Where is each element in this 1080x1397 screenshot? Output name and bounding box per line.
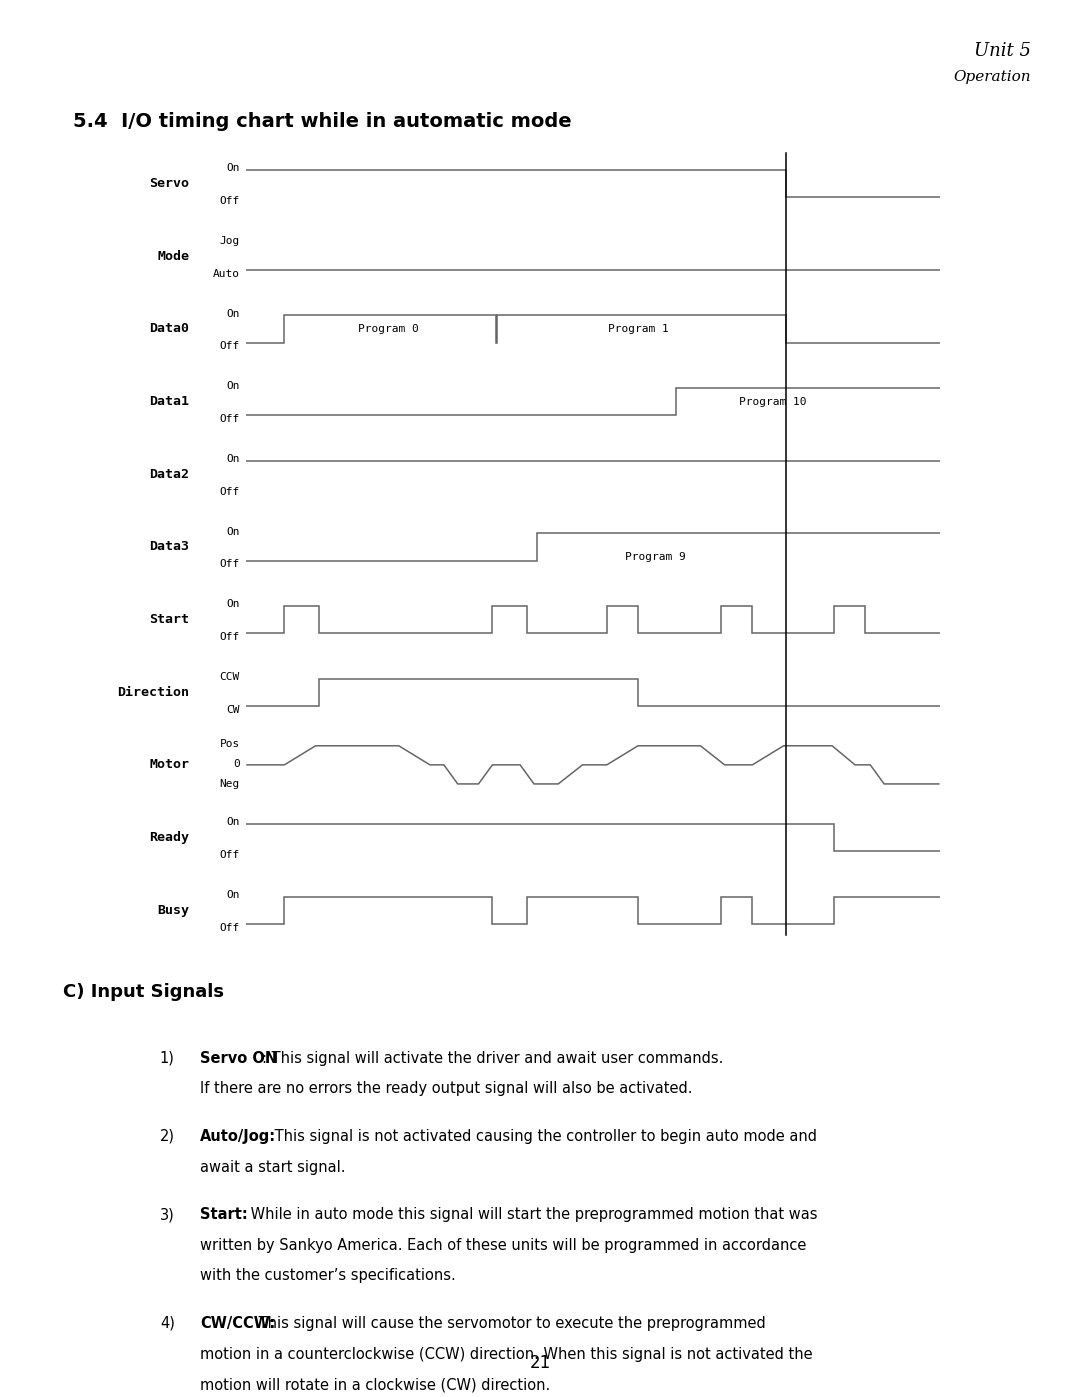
Text: If there are no errors the ready output signal will also be activated.: If there are no errors the ready output … bbox=[200, 1081, 692, 1097]
Text: Program 10: Program 10 bbox=[740, 397, 807, 407]
Text: Neg: Neg bbox=[219, 780, 240, 789]
Text: 2): 2) bbox=[160, 1129, 175, 1144]
Text: 1): 1) bbox=[160, 1051, 175, 1066]
Text: This signal will cause the servomotor to execute the preprogrammed: This signal will cause the servomotor to… bbox=[254, 1316, 766, 1331]
Text: CW: CW bbox=[227, 704, 240, 715]
Text: Motor: Motor bbox=[149, 759, 189, 771]
Text: Data0: Data0 bbox=[149, 323, 189, 335]
Text: Operation: Operation bbox=[954, 70, 1031, 84]
Text: Off: Off bbox=[219, 849, 240, 861]
Text: On: On bbox=[227, 890, 240, 900]
Text: Program 0: Program 0 bbox=[357, 324, 419, 334]
Text: On: On bbox=[227, 454, 240, 464]
Text: 5.4  I/O timing chart while in automatic mode: 5.4 I/O timing chart while in automatic … bbox=[73, 112, 572, 131]
Text: Data1: Data1 bbox=[149, 395, 189, 408]
Text: Off: Off bbox=[219, 922, 240, 933]
Text: CW/CCW:: CW/CCW: bbox=[200, 1316, 275, 1331]
Text: Off: Off bbox=[219, 196, 240, 207]
Text: Ready: Ready bbox=[149, 831, 189, 844]
Text: Servo: Servo bbox=[149, 177, 189, 190]
Text: Program 9: Program 9 bbox=[625, 552, 686, 562]
Text: Off: Off bbox=[219, 341, 240, 352]
Text: await a start signal.: await a start signal. bbox=[200, 1160, 346, 1175]
Text: On: On bbox=[227, 163, 240, 173]
Text: On: On bbox=[227, 817, 240, 827]
Text: Jog: Jog bbox=[219, 236, 240, 246]
Text: CCW: CCW bbox=[219, 672, 240, 682]
Text: Data2: Data2 bbox=[149, 468, 189, 481]
Text: Start: Start bbox=[149, 613, 189, 626]
Text: On: On bbox=[227, 381, 240, 391]
Text: with the customer’s specifications.: with the customer’s specifications. bbox=[200, 1268, 456, 1284]
Text: Off: Off bbox=[219, 414, 240, 425]
Text: Direction: Direction bbox=[117, 686, 189, 698]
Text: Off: Off bbox=[219, 486, 240, 497]
Text: Program 1: Program 1 bbox=[608, 324, 669, 334]
Text: 0: 0 bbox=[233, 759, 240, 768]
Text: 4): 4) bbox=[160, 1316, 175, 1331]
Text: While in auto mode this signal will start the preprogrammed motion that was: While in auto mode this signal will star… bbox=[246, 1207, 818, 1222]
Text: Mode: Mode bbox=[157, 250, 189, 263]
Text: written by Sankyo America. Each of these units will be programmed in accordance: written by Sankyo America. Each of these… bbox=[200, 1238, 806, 1253]
Text: C) Input Signals: C) Input Signals bbox=[63, 983, 224, 1002]
Text: : This signal will activate the driver and await user commands.: : This signal will activate the driver a… bbox=[262, 1051, 724, 1066]
Text: Off: Off bbox=[219, 631, 240, 643]
Text: Off: Off bbox=[219, 559, 240, 570]
Text: 21: 21 bbox=[529, 1354, 551, 1372]
Text: On: On bbox=[227, 309, 240, 319]
Text: Servo ON: Servo ON bbox=[200, 1051, 278, 1066]
Text: Auto: Auto bbox=[213, 268, 240, 279]
Text: Pos: Pos bbox=[219, 739, 240, 749]
Text: 3): 3) bbox=[160, 1207, 175, 1222]
Text: Auto/Jog:: Auto/Jog: bbox=[200, 1129, 275, 1144]
Text: On: On bbox=[227, 527, 240, 536]
Text: This signal is not activated causing the controller to begin auto mode and: This signal is not activated causing the… bbox=[270, 1129, 816, 1144]
Text: motion will rotate in a clockwise (CW) direction.: motion will rotate in a clockwise (CW) d… bbox=[200, 1377, 550, 1393]
Text: Busy: Busy bbox=[157, 904, 189, 916]
Text: Data3: Data3 bbox=[149, 541, 189, 553]
Text: Unit 5: Unit 5 bbox=[974, 42, 1031, 60]
Text: On: On bbox=[227, 599, 240, 609]
Text: Start:: Start: bbox=[200, 1207, 247, 1222]
Text: motion in a counterclockwise (CCW) direction. When this signal is not activated : motion in a counterclockwise (CCW) direc… bbox=[200, 1347, 812, 1362]
